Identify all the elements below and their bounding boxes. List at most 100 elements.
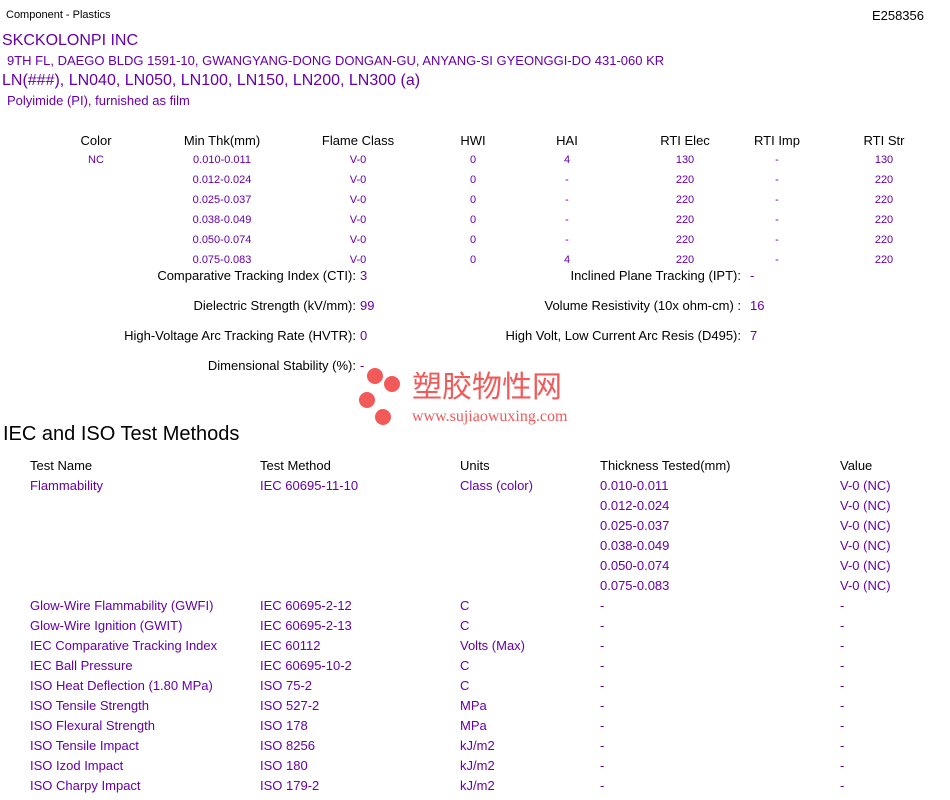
table-cell: V-0 (NC) bbox=[840, 518, 891, 533]
table-cell: V-0 bbox=[349, 254, 367, 266]
table-cell: 130 bbox=[675, 154, 695, 166]
table-cell: - bbox=[840, 778, 845, 793]
table-cell: kJ/m2 bbox=[460, 738, 495, 753]
table-cell: IEC Ball Pressure bbox=[30, 658, 133, 673]
table-cell: 0 bbox=[469, 154, 477, 166]
table-cell: 0 bbox=[469, 214, 477, 226]
table-cell: 220 bbox=[675, 254, 695, 266]
property-value: 7 bbox=[750, 328, 758, 343]
property-label: Comparative Tracking Index (CTI): bbox=[157, 268, 356, 283]
table-cell: 0 bbox=[469, 234, 477, 246]
property-value: 16 bbox=[750, 298, 765, 313]
property-label: Volume Resistivity (10x ohm-cm) : bbox=[544, 298, 742, 313]
column-header: Min Thk(mm) bbox=[183, 133, 261, 148]
table-cell: ISO Tensile Strength bbox=[30, 698, 149, 713]
table-cell: - bbox=[775, 154, 779, 166]
table-cell: 220 bbox=[874, 214, 894, 226]
table-cell: MPa bbox=[460, 698, 487, 713]
table-cell: - bbox=[840, 698, 845, 713]
table-cell: 0.050-0.074 bbox=[192, 234, 252, 246]
table-cell: 4 bbox=[563, 254, 571, 266]
table-cell: V-0 (NC) bbox=[840, 498, 891, 513]
table-cell: V-0 bbox=[349, 154, 367, 166]
table-cell: V-0 bbox=[349, 234, 367, 246]
table-cell: - bbox=[775, 234, 779, 246]
table-cell: 0.012-0.024 bbox=[192, 174, 252, 186]
table-cell: 4 bbox=[563, 154, 571, 166]
table-cell: 0 bbox=[469, 254, 477, 266]
table-cell: ISO Izod Impact bbox=[30, 758, 124, 773]
property-label: High Volt, Low Current Arc Resis (D495): bbox=[505, 328, 741, 343]
column-header: RTI Elec bbox=[660, 133, 710, 148]
column-header: Test Method bbox=[260, 458, 331, 473]
table-cell: IEC 60695-10-2 bbox=[260, 658, 352, 673]
table-cell: - bbox=[600, 598, 605, 613]
column-header: RTI Str bbox=[863, 133, 905, 148]
table-cell: 0.025-0.037 bbox=[600, 518, 670, 533]
table-cell: C bbox=[460, 618, 470, 633]
table-cell: Glow-Wire Ignition (GWIT) bbox=[30, 618, 183, 633]
table-cell: - bbox=[600, 678, 605, 693]
table-cell: - bbox=[565, 174, 569, 186]
property-label: High-Voltage Arc Tracking Rate (HVTR): bbox=[124, 328, 356, 343]
table-cell: Flammability bbox=[30, 478, 103, 493]
company-address: 9TH FL, DAEGO BLDG 1591-10, GWANGYANG-DO… bbox=[7, 53, 665, 68]
column-header: Value bbox=[840, 458, 873, 473]
table-cell: C bbox=[460, 658, 470, 673]
table-cell: 0.075-0.083 bbox=[600, 578, 670, 593]
table-cell: 0.010-0.011 bbox=[193, 154, 251, 166]
table-cell: 220 bbox=[675, 234, 695, 246]
table-cell: V-0 (NC) bbox=[840, 478, 891, 493]
table-cell: IEC 60112 bbox=[260, 638, 321, 653]
table-cell: - bbox=[840, 718, 845, 733]
table-cell: 220 bbox=[874, 194, 894, 206]
property-label: Inclined Plane Tracking (IPT): bbox=[570, 268, 741, 283]
table-cell: 0 bbox=[469, 174, 477, 186]
property-value: 0 bbox=[360, 328, 368, 343]
table-cell: kJ/m2 bbox=[460, 778, 495, 793]
table-cell: - bbox=[775, 254, 779, 266]
table-cell: 220 bbox=[874, 174, 894, 186]
table-cell: IEC 60695-2-12 bbox=[260, 598, 352, 613]
table-cell: 220 bbox=[675, 194, 695, 206]
product-list: LN(###), LN040, LN050, LN100, LN150, LN2… bbox=[2, 72, 421, 89]
table-cell: kJ/m2 bbox=[460, 758, 495, 773]
table-cell: - bbox=[565, 194, 569, 206]
table-cell: V-0 bbox=[349, 214, 367, 226]
table-cell: C bbox=[460, 678, 470, 693]
table-cell: MPa bbox=[460, 718, 487, 733]
column-header: Flame Class bbox=[321, 133, 395, 148]
table-cell: - bbox=[775, 194, 779, 206]
watermark: 塑胶物性网 www.sujiaowuxing.com bbox=[356, 366, 606, 430]
table-cell: - bbox=[840, 738, 845, 753]
table-cell: IEC 60695-2-13 bbox=[260, 618, 352, 633]
file-number: E258356 bbox=[871, 8, 924, 23]
table-cell: - bbox=[840, 678, 845, 693]
column-header: RTI Imp bbox=[754, 133, 800, 148]
watermark-logo-icon bbox=[359, 368, 400, 425]
column-header: Test Name bbox=[30, 458, 93, 473]
table-cell: ISO Flexural Strength bbox=[30, 718, 155, 733]
table-cell: - bbox=[600, 738, 605, 753]
company-name: SKCKOLONPI INC bbox=[2, 32, 139, 49]
category-label: Component - Plastics bbox=[6, 9, 111, 21]
table-cell: IEC Comparative Tracking Index bbox=[30, 638, 218, 653]
table-cell: ISO Heat Deflection (1.80 MPa) bbox=[30, 678, 213, 693]
table-cell: V-0 bbox=[349, 194, 367, 206]
table-cell: - bbox=[600, 718, 605, 733]
property-value: - bbox=[750, 268, 755, 283]
column-header: HAI bbox=[556, 133, 578, 148]
table-cell: 0.012-0.024 bbox=[600, 498, 670, 513]
table-cell: C bbox=[460, 598, 470, 613]
table-cell: - bbox=[600, 618, 605, 633]
table-cell: 220 bbox=[874, 254, 894, 266]
table-cell: - bbox=[600, 658, 605, 673]
material-description: Polyimide (PI), furnished as film bbox=[7, 93, 190, 108]
table-cell: V-0 (NC) bbox=[840, 538, 891, 553]
property-value: - bbox=[360, 358, 365, 373]
property-value: 3 bbox=[360, 268, 368, 283]
table-cell: 0.038-0.049 bbox=[600, 538, 670, 553]
table-cell: 220 bbox=[675, 214, 695, 226]
section-title: IEC and ISO Test Methods bbox=[3, 423, 240, 445]
table-cell: ISO 75-2 bbox=[260, 678, 313, 693]
